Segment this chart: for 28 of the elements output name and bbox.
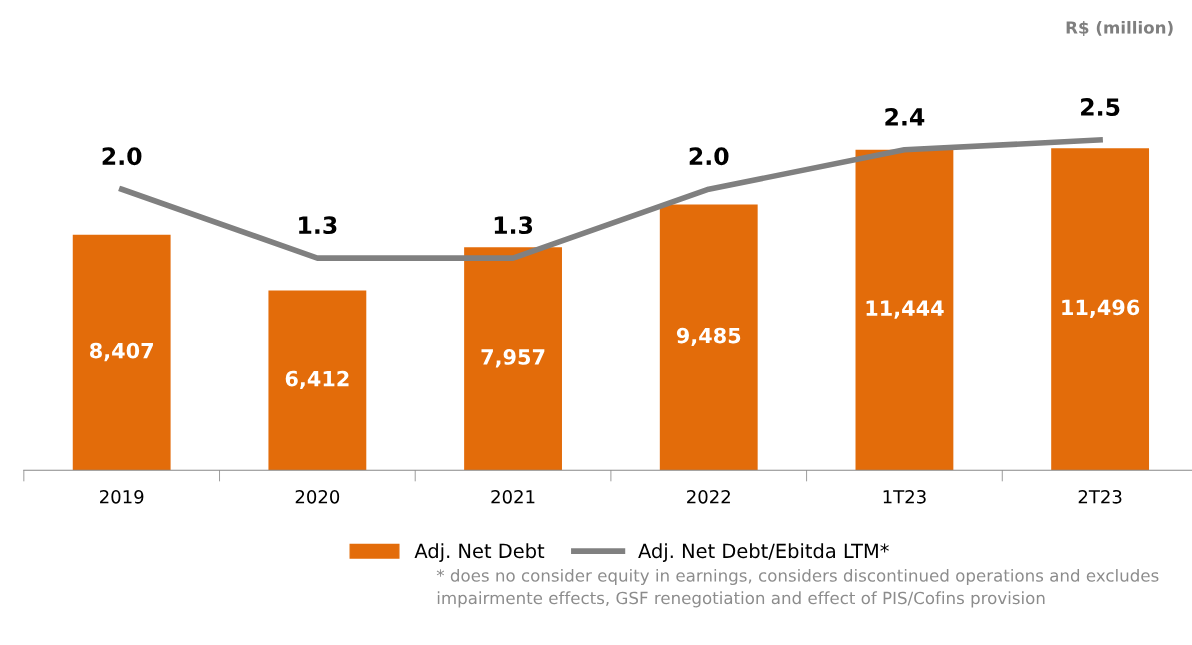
legend-label: Adj. Net Debt bbox=[414, 543, 545, 562]
x-tick-label: 2T23 bbox=[1078, 489, 1122, 504]
data-label: 2.0 bbox=[689, 147, 729, 166]
x-tick-label: 2021 bbox=[491, 489, 535, 504]
bar bbox=[72, 234, 171, 471]
bar bbox=[855, 149, 954, 471]
x-tick-label: 2020 bbox=[295, 489, 340, 504]
data-label: 2.0 bbox=[102, 147, 142, 166]
data-label: 8,407 bbox=[90, 342, 153, 362]
data-label: 11,444 bbox=[866, 300, 944, 319]
bar bbox=[659, 204, 758, 471]
legend-label: Adj. Net Debt/Ebitda LTM* bbox=[638, 543, 889, 562]
text: * does no consider equity in earnings, considers discontinued operations and excludes impairmente effects, GSF renegotiation and effect of PIS/Cofins provision bbox=[436, 568, 1159, 608]
data-label: 2.4 bbox=[885, 107, 925, 126]
data-label: 2.5 bbox=[1081, 98, 1120, 116]
x-tick-label: 2019 bbox=[100, 489, 144, 504]
bar bbox=[268, 290, 367, 471]
data-label: 11,496 bbox=[1062, 299, 1140, 318]
bar bbox=[1051, 148, 1150, 471]
data-label: 6,412 bbox=[285, 370, 349, 390]
data-label: 9,485 bbox=[676, 327, 741, 347]
x-tick-label: 2022 bbox=[687, 489, 730, 504]
data-label: 7,957 bbox=[481, 349, 545, 368]
data-label: 1.3 bbox=[494, 216, 533, 235]
bar bbox=[464, 247, 562, 471]
data-label: 1.3 bbox=[299, 216, 337, 235]
text: R$ (million) bbox=[1066, 20, 1173, 37]
x-tick-label: 1T23 bbox=[883, 489, 926, 504]
